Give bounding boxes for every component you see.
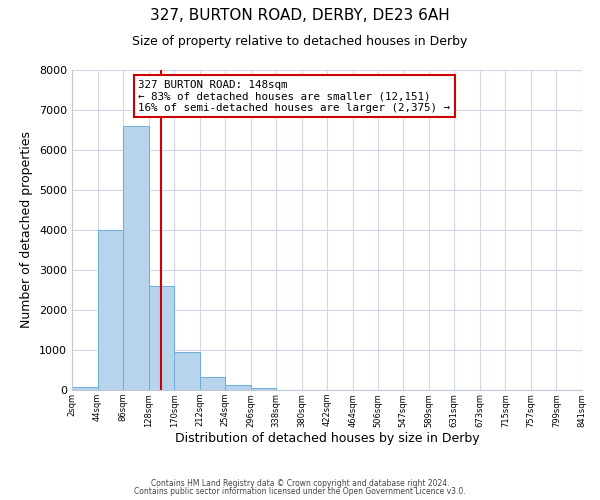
Bar <box>174 352 200 390</box>
Text: Contains HM Land Registry data © Crown copyright and database right 2024.: Contains HM Land Registry data © Crown c… <box>151 478 449 488</box>
Bar <box>225 385 251 390</box>
Text: 327 BURTON ROAD: 148sqm
← 83% of detached houses are smaller (12,151)
16% of sem: 327 BURTON ROAD: 148sqm ← 83% of detache… <box>139 80 450 113</box>
Bar <box>251 388 276 390</box>
X-axis label: Distribution of detached houses by size in Derby: Distribution of detached houses by size … <box>175 432 479 446</box>
Bar <box>98 230 123 390</box>
Text: 327, BURTON ROAD, DERBY, DE23 6AH: 327, BURTON ROAD, DERBY, DE23 6AH <box>150 8 450 22</box>
Bar <box>72 387 98 390</box>
Text: Size of property relative to detached houses in Derby: Size of property relative to detached ho… <box>133 34 467 48</box>
Bar <box>149 286 174 390</box>
Bar <box>123 126 149 390</box>
Text: Contains public sector information licensed under the Open Government Licence v3: Contains public sector information licen… <box>134 487 466 496</box>
Bar <box>200 377 225 390</box>
Y-axis label: Number of detached properties: Number of detached properties <box>20 132 34 328</box>
